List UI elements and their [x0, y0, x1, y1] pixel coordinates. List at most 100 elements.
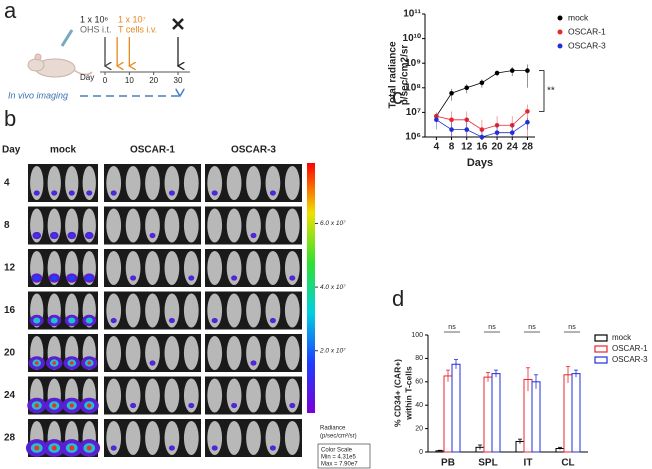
mouse-image — [226, 166, 242, 200]
legend-marker — [557, 43, 563, 49]
legend-marker — [594, 356, 608, 364]
mouse-image — [226, 251, 242, 285]
y-axis-label: Total radiance — [388, 41, 399, 108]
point — [509, 130, 515, 135]
dose-route: OHS i.t. — [80, 24, 112, 34]
legend-marker — [557, 29, 563, 35]
mouse-image — [106, 293, 122, 328]
y-tick-label: 10⁹ — [405, 58, 421, 69]
x-axis-label: Days — [467, 157, 493, 169]
point — [479, 134, 485, 140]
imaging-label: In vivo imaging — [8, 90, 68, 100]
bar — [563, 374, 573, 453]
bar — [571, 373, 581, 453]
signal — [69, 445, 75, 451]
x-tick-label: 4 — [434, 142, 440, 153]
radiance-label: Radiance — [320, 426, 346, 432]
signal — [53, 192, 56, 194]
signal — [151, 234, 154, 237]
point — [464, 127, 470, 132]
signal — [190, 277, 193, 279]
signal — [213, 319, 216, 322]
x-tick-label: 16 — [476, 142, 488, 153]
mouse-image — [284, 208, 300, 243]
tick-label: 0 — [103, 76, 108, 85]
x-tick-label: 28 — [522, 142, 534, 153]
point — [525, 119, 530, 125]
signal — [87, 361, 92, 365]
radiance-label: (p/sec/cm²/sr) — [320, 434, 357, 440]
bar — [483, 376, 493, 453]
mouse-image — [226, 293, 242, 328]
mouse-image — [145, 251, 160, 285]
point — [494, 130, 500, 135]
row-label: 24 — [4, 390, 16, 401]
mouse-image — [47, 166, 61, 200]
legend-label: OSCAR-1 — [568, 26, 606, 36]
x-tick-label: PB — [441, 458, 455, 469]
mouse-image — [164, 336, 180, 370]
y-tick-label: 10⁷ — [406, 107, 421, 118]
annotation: ** — [547, 86, 555, 97]
y-tick-label: 10⁸ — [405, 82, 421, 93]
legend-marker — [557, 15, 563, 21]
mouse-image — [226, 208, 242, 243]
signal — [33, 275, 40, 281]
signal — [85, 317, 93, 324]
column-header: mock — [50, 145, 77, 156]
panel-label: b — [4, 106, 16, 131]
x-tick-label: IT — [524, 458, 533, 469]
signal — [170, 319, 174, 322]
panel-label: d — [392, 286, 404, 311]
color-scale: Color Scale — [321, 448, 353, 454]
signal — [51, 445, 57, 451]
mouse-image — [284, 166, 300, 200]
signal — [190, 404, 193, 407]
signal — [87, 233, 92, 238]
mouse-image — [145, 421, 160, 455]
mouse-image — [284, 421, 300, 455]
x-tick-label: 8 — [449, 142, 455, 153]
signal — [271, 447, 275, 449]
y-axis-label: within T-cells — [403, 366, 413, 421]
mouse-image — [106, 166, 122, 200]
point — [525, 109, 530, 114]
y-axis-label: p/sec/cm2/sr — [400, 45, 411, 106]
x-tick-label: SPL — [478, 458, 497, 469]
mouse-image — [226, 421, 242, 455]
mouse-image — [164, 208, 180, 243]
mouse-image — [246, 421, 261, 455]
mouse-image — [145, 166, 160, 200]
mouse-image — [265, 421, 281, 455]
colorbar-label: 2.0 x 10⁷ — [319, 347, 346, 354]
panel-label: a — [4, 0, 17, 23]
bar — [443, 375, 453, 453]
mouse-image — [265, 293, 281, 328]
signal — [170, 447, 174, 449]
point — [479, 80, 485, 86]
color-scale: Max = 7.90e7 — [321, 462, 358, 468]
mouse-image — [246, 251, 261, 285]
row-label: 12 — [4, 263, 16, 274]
y-tick-label: 80 — [415, 355, 423, 362]
signal — [151, 362, 154, 364]
mouse-image — [125, 251, 141, 285]
mouse-image — [207, 166, 223, 200]
mouse-image — [82, 166, 96, 200]
mouse-image — [125, 378, 141, 413]
x-tick-label: 12 — [461, 142, 473, 153]
mouse-image — [164, 378, 180, 413]
signal — [34, 361, 39, 365]
signal — [291, 277, 294, 279]
mouse-illustration — [27, 29, 93, 78]
signal — [232, 277, 236, 279]
signal — [69, 233, 74, 238]
mouse-image — [284, 378, 300, 413]
mouse-image — [125, 208, 141, 243]
point — [449, 117, 454, 123]
signal — [271, 319, 275, 322]
signal — [86, 445, 92, 451]
annotation: ns — [528, 324, 536, 331]
annotation: ns — [488, 324, 496, 331]
mouse-image — [207, 336, 223, 370]
